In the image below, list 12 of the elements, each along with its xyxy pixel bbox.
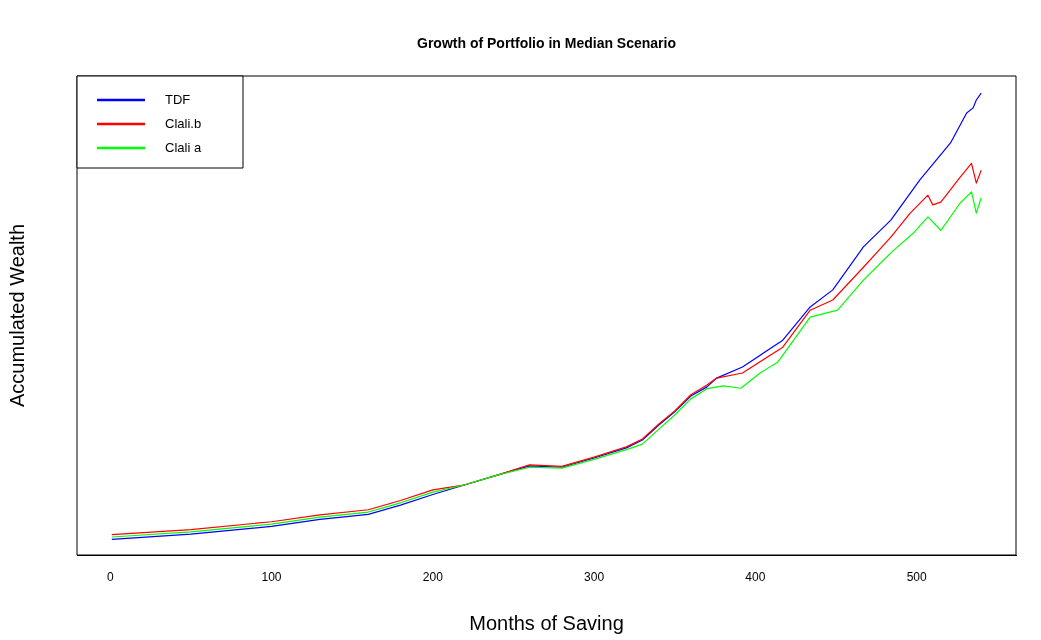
legend-label: Clali a [165,139,202,155]
x-tick-label: 200 [422,569,444,584]
x-tick-label: 300 [584,569,605,584]
legend-label: TDF [165,91,191,107]
legend-label: Clali.b [165,115,202,131]
x-tick-label: 100 [261,569,282,584]
chart-title: Growth of Portfolio in Median Scenario [416,34,677,51]
x-tick-label: 500 [906,569,927,584]
x-axis-title: Months of Saving [469,611,624,634]
y-axis-title: Accumulated Wealth [5,223,28,408]
x-tick-label: 400 [745,569,766,584]
x-tick-label: 0 [106,569,114,584]
